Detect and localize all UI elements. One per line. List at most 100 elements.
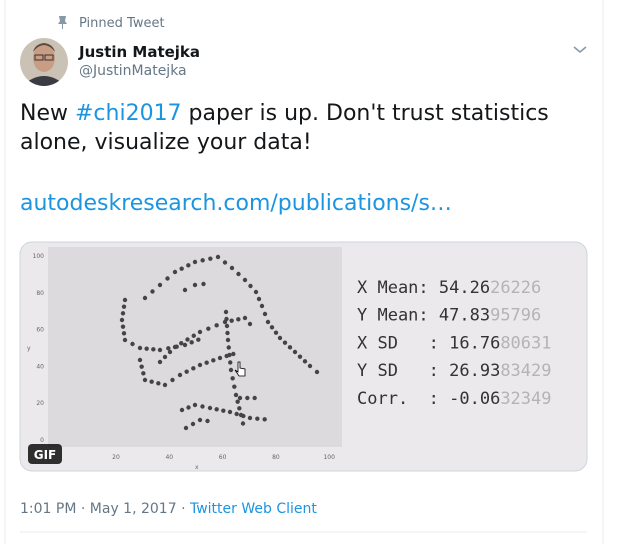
stat-line: Y Mean: 47.8395796 (357, 306, 541, 326)
gif-media[interactable]: 100 80 60 40 20 0 20 40 60 80 100 y x (20, 242, 587, 471)
image-dot (277, 335, 283, 341)
image-dot (192, 282, 198, 288)
image-dot (162, 354, 168, 360)
y-tick-label: 80 (36, 290, 44, 297)
y-tick-label: 40 (36, 363, 44, 370)
pin-icon (58, 16, 67, 29)
image-dot (144, 346, 149, 351)
avatar[interactable] (20, 38, 68, 86)
image-dot (226, 345, 231, 350)
y-axis-label: y (27, 345, 31, 352)
stat-value: -0.06 (449, 389, 500, 409)
image-dot (229, 265, 235, 271)
y-tick-label: 0 (40, 437, 44, 444)
image-dot (236, 317, 241, 322)
image-dot (205, 418, 210, 424)
image-dot (225, 337, 231, 343)
image-dot (248, 283, 253, 289)
image-dot (119, 317, 125, 323)
image-dot (242, 277, 248, 283)
tweet-footer: 1:01 PM · May 1, 2017 · Twitter Web Clie… (20, 501, 317, 517)
image-dot (206, 326, 211, 331)
x-axis-label: x (195, 464, 199, 471)
menu-chevron[interactable] (573, 46, 587, 54)
stat-line: Corr. : -0.0632349 (357, 389, 552, 409)
image-dot (255, 416, 260, 421)
stat-line: X SD : 16.7680631 (357, 333, 552, 353)
image-dot (231, 351, 236, 357)
gif-badge-text: GIF (34, 448, 57, 462)
image-dot (201, 281, 206, 287)
image-dot (282, 340, 288, 345)
hashtag[interactable]: #chi2017 (75, 101, 182, 126)
image-dot (256, 296, 262, 302)
author-name[interactable]: Justin Matejka (78, 43, 200, 61)
image-dot (228, 360, 233, 365)
tweet-client[interactable]: Twitter Web Client (189, 501, 317, 517)
image-dot (185, 337, 190, 342)
image-dot (165, 276, 170, 281)
image-dot (292, 349, 298, 355)
image-dot (179, 341, 184, 346)
image-dot (150, 289, 155, 294)
image-dot (182, 342, 188, 348)
image-dot (253, 289, 259, 295)
image-dot (224, 323, 230, 329)
x-tick-label: 20 (112, 454, 120, 461)
stat-value-faded: 32349 (500, 389, 551, 409)
image-dot (192, 402, 198, 408)
image-dot (151, 347, 156, 352)
image-dot (186, 405, 191, 410)
image-dot (211, 358, 216, 363)
image-dot (222, 260, 228, 265)
image-dot (229, 318, 234, 323)
image-dot (237, 395, 243, 401)
image-dot (214, 323, 219, 328)
tweet-text: New #chi2017 paper is up. Don't trust st… (20, 101, 549, 126)
image-dot (242, 315, 248, 321)
image-dot (157, 359, 163, 365)
image-dot (230, 376, 235, 381)
image-dot (217, 355, 223, 361)
author-handle[interactable]: @JustinMatejka (79, 63, 187, 79)
image-dot (166, 346, 171, 351)
image-dot (197, 417, 203, 423)
image-dot (172, 269, 178, 275)
image-dot (208, 256, 213, 261)
x-tick-label: 100 (323, 454, 335, 461)
tweet-date[interactable]: May 1, 2017 (90, 501, 177, 517)
image-dot (120, 311, 126, 316)
image-dot (197, 362, 203, 368)
stat-line: Y SD : 26.9383429 (357, 361, 552, 381)
x-tick-label: 40 (165, 454, 173, 461)
image-dot (259, 303, 265, 309)
stat-label: X SD : (357, 333, 449, 353)
image-dot (314, 369, 320, 375)
image-dot (192, 259, 198, 265)
image-dot (234, 411, 239, 417)
image-dot (122, 337, 128, 343)
image-dot (137, 345, 143, 351)
image-dot (170, 377, 175, 383)
image-dot (196, 337, 201, 342)
image-dot (287, 345, 293, 350)
scatter-image: 100 80 60 40 20 0 20 40 60 80 100 y x (27, 253, 335, 471)
cursor (234, 361, 246, 377)
tweet-link[interactable]: autodeskresearch.com/publications/s… (20, 191, 452, 216)
y-tick-label: 20 (36, 400, 44, 407)
image-dot (247, 321, 253, 327)
stat-label: X Mean: (357, 278, 439, 298)
image-dot (200, 258, 205, 263)
stat-label: Y SD : (357, 361, 449, 381)
separator: · (76, 501, 89, 517)
stat-value-faded: 83429 (500, 361, 551, 381)
stat-value-faded: 95796 (490, 306, 541, 326)
image-dot (177, 372, 183, 378)
image-dot (162, 382, 168, 388)
stat-value: 26.93 (449, 361, 500, 381)
stat-line: X Mean: 54.2626226 (357, 278, 541, 298)
x-tick-label: 60 (219, 454, 227, 461)
tweet-time[interactable]: 1:01 PM (20, 501, 76, 517)
image-dot (186, 263, 191, 268)
